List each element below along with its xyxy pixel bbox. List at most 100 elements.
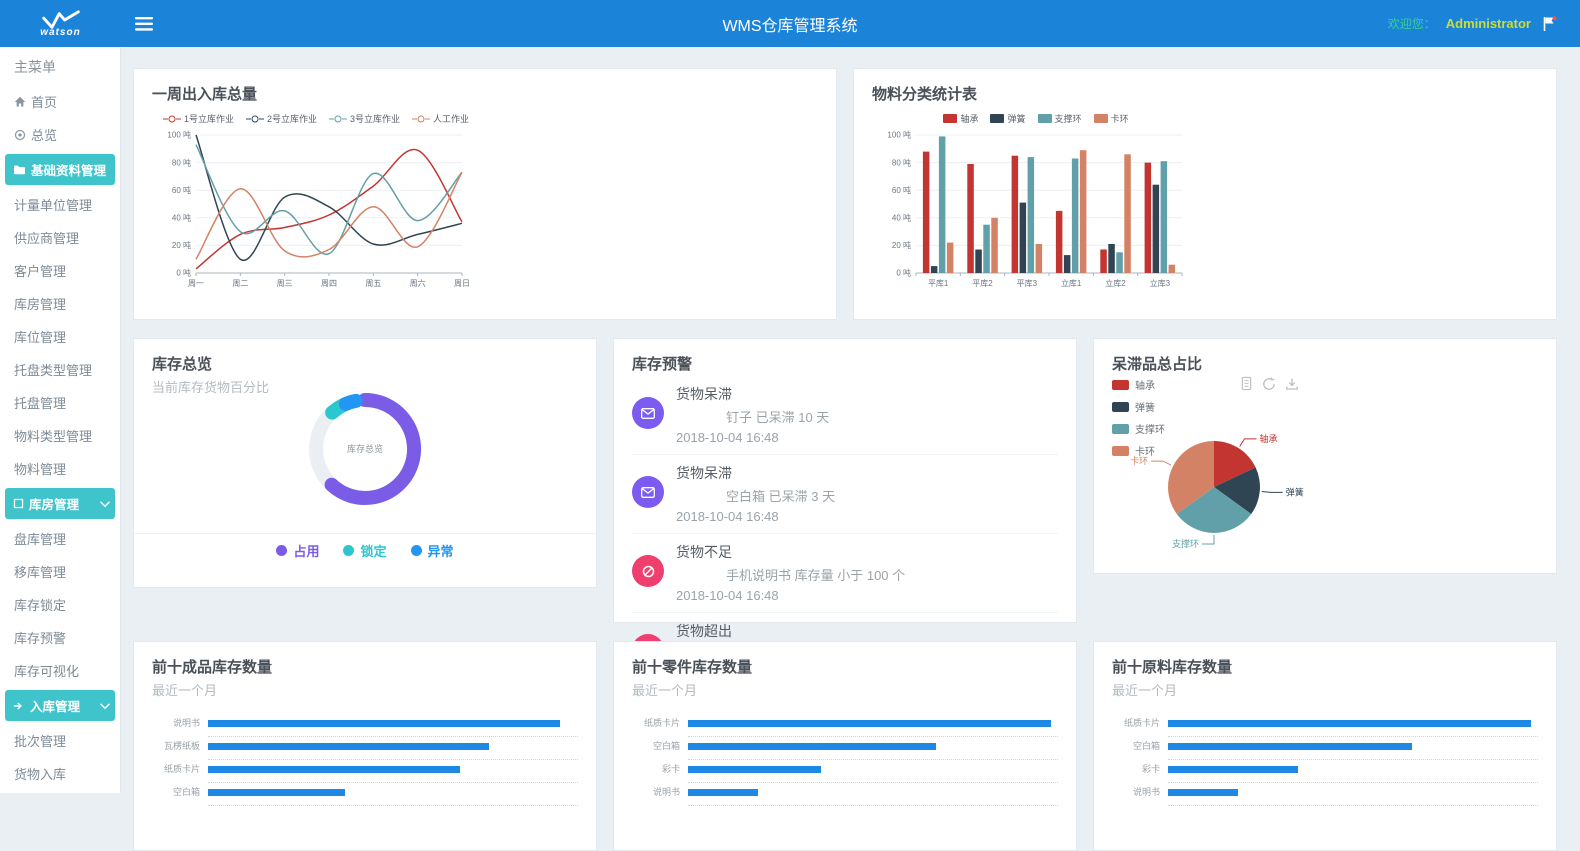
hbar-bar[interactable] <box>1168 720 1531 727</box>
hbar-row: 彩卡 <box>1102 761 1538 784</box>
svg-text:立库3: 立库3 <box>1150 278 1171 288</box>
sidebar-item-pallet-mgmt[interactable]: 托盘管理 <box>0 386 120 419</box>
sidebar-item-label: 移库管理 <box>14 562 66 581</box>
sidebar-item-unit-mgmt[interactable]: 计量单位管理 <box>0 188 120 221</box>
card-top-finished: 前十成品库存数量 最近一个月 说明书瓦楞纸板纸质卡片空白箱 <box>133 641 597 851</box>
sidebar-item-warehouse-mgmt[interactable]: 库房管理 <box>0 287 120 320</box>
bar <box>983 225 990 273</box>
legend-item[interactable]: 支撑环 <box>1038 112 1082 125</box>
hbar-gridline <box>1168 759 1538 760</box>
brand-logo[interactable]: watson <box>0 0 121 47</box>
hbar-bar[interactable] <box>688 766 821 773</box>
svg-text:周五: 周五 <box>365 279 381 288</box>
alert-description: 空白箱 已呆滞 3 天 <box>676 486 1058 505</box>
hbar-row: 说明书 <box>622 784 1058 807</box>
sidebar-item-material-mgmt[interactable]: 物料管理 <box>0 452 120 485</box>
card-subtitle: 最近一个月 <box>134 677 596 699</box>
sidebar-item-home[interactable]: 首页 <box>0 85 120 118</box>
sidebar-item-inbound-section[interactable]: 入库管理 <box>5 690 115 721</box>
refresh-icon[interactable] <box>1262 376 1276 391</box>
legend-item[interactable]: 3号立库作业 <box>329 112 400 125</box>
alert-type: 货物呆滞 <box>676 384 1058 404</box>
hbar-bar[interactable] <box>1168 743 1412 750</box>
sidebar-item-stock-visual[interactable]: 库存可视化 <box>0 654 120 687</box>
sidebar-item-overview[interactable]: 总览 <box>0 118 120 151</box>
legend-item[interactable]: 卡环 <box>1094 112 1129 125</box>
svg-text:80 吨: 80 吨 <box>172 157 191 167</box>
svg-text:40 吨: 40 吨 <box>892 213 911 223</box>
sidebar-item-warehouse-section[interactable]: 库房管理 <box>5 488 115 519</box>
inventory-donut-chart: 库存总览 <box>134 373 596 525</box>
legend-item[interactable]: 占用 <box>276 541 319 560</box>
svg-text:卡环: 卡环 <box>1130 455 1148 466</box>
legend-item[interactable]: 轴承 <box>943 112 978 125</box>
top-finished-bar-chart: 说明书瓦楞纸板纸质卡片空白箱 <box>142 715 578 807</box>
bar <box>923 152 930 273</box>
notification-flag-icon[interactable] <box>1541 15 1558 32</box>
hbar-bar[interactable] <box>688 743 936 750</box>
bar <box>967 164 974 273</box>
sidebar-item-batch-mgmt[interactable]: 批次管理 <box>0 724 120 757</box>
data-view-icon[interactable] <box>1240 376 1253 391</box>
svg-text:40 吨: 40 吨 <box>172 213 191 223</box>
svg-text:周一: 周一 <box>188 279 204 288</box>
chevron-down-icon <box>100 500 110 508</box>
donut-segment <box>346 401 356 404</box>
card-title: 库存总览 <box>134 339 596 374</box>
legend-item[interactable]: 弹簧 <box>990 112 1025 125</box>
alert-row[interactable]: 货物呆滞钉子 已呆滞 10 天 2018-10-04 16:48 <box>632 376 1058 455</box>
sidebar-item-material-type-mgmt[interactable]: 物料类型管理 <box>0 419 120 452</box>
alert-description: 钉子 已呆滞 10 天 <box>676 407 1058 426</box>
hbar-gridline <box>688 805 1058 806</box>
hbar-bar[interactable] <box>1168 766 1298 773</box>
line-chart-legend: 1号立库作业 2号立库作业 3号立库作业人工作业 <box>160 112 472 125</box>
sidebar-item-stock-warning[interactable]: 库存预警 <box>0 621 120 654</box>
download-icon[interactable] <box>1285 376 1299 391</box>
alert-row[interactable]: 货物呆滞空白箱 已呆滞 3 天 2018-10-04 16:48 <box>632 455 1058 534</box>
sidebar-item-pallet-type-mgmt[interactable]: 托盘类型管理 <box>0 353 120 386</box>
hbar-track <box>208 784 578 807</box>
alert-type: 货物超出 <box>676 621 1058 641</box>
legend-item[interactable]: 异常 <box>411 541 454 560</box>
hbar-category-label: 说明书 <box>142 715 208 738</box>
alert-timestamp: 2018-10-04 16:48 <box>676 430 1058 445</box>
legend-item[interactable]: 2号立库作业 <box>246 112 317 125</box>
alert-timestamp: 2018-10-04 16:48 <box>676 588 1058 603</box>
sidebar-item-customer-mgmt[interactable]: 客户管理 <box>0 254 120 287</box>
bar-chart-legend: 轴承弹簧支撑环卡环 <box>880 112 1192 125</box>
card-title: 前十成品库存数量 <box>134 642 596 677</box>
sidebar-item-goods-inbound[interactable]: 货物入库 <box>0 757 120 790</box>
current-user[interactable]: Administrator <box>1446 16 1531 31</box>
hbar-gridline <box>688 736 1058 737</box>
legend-item[interactable]: 人工作业 <box>412 112 469 125</box>
hbar-bar[interactable] <box>208 720 560 727</box>
sidebar-item-stock-lock[interactable]: 库存锁定 <box>0 588 120 621</box>
legend-item[interactable]: 轴承 <box>1112 377 1165 392</box>
hbar-gridline <box>208 805 578 806</box>
sidebar-item-move-mgmt[interactable]: 移库管理 <box>0 555 120 588</box>
sidebar-item-base-data[interactable]: 基础资料管理 <box>5 154 115 185</box>
sidebar-item-label: 批次管理 <box>14 731 66 750</box>
hbar-bar[interactable] <box>208 766 460 773</box>
sidebar-item-supplier-mgmt[interactable]: 供应商管理 <box>0 221 120 254</box>
hbar-track <box>688 784 1058 807</box>
hbar-bar[interactable] <box>688 720 1051 727</box>
hbar-bar[interactable] <box>208 743 489 750</box>
alert-type: 货物呆滞 <box>676 463 1058 483</box>
hamburger-menu-icon[interactable] <box>135 17 153 31</box>
alert-timestamp: 2018-10-04 16:48 <box>676 509 1058 524</box>
welcome-label: 欢迎您： <box>1388 15 1436 32</box>
card-top-parts: 前十零件库存数量 最近一个月 纸质卡片空白箱彩卡说明书 <box>613 641 1077 851</box>
legend-item[interactable]: 锁定 <box>343 541 386 560</box>
legend-item[interactable]: 1号立库作业 <box>163 112 234 125</box>
home-icon <box>14 96 26 108</box>
envelope-badge <box>632 476 664 508</box>
card-title: 一周出入库总量 <box>134 69 836 104</box>
bar <box>1169 265 1176 273</box>
sidebar-item-location-mgmt[interactable]: 库位管理 <box>0 320 120 353</box>
bar <box>931 266 938 273</box>
sidebar-item-stocktake-mgmt[interactable]: 盘库管理 <box>0 522 120 555</box>
